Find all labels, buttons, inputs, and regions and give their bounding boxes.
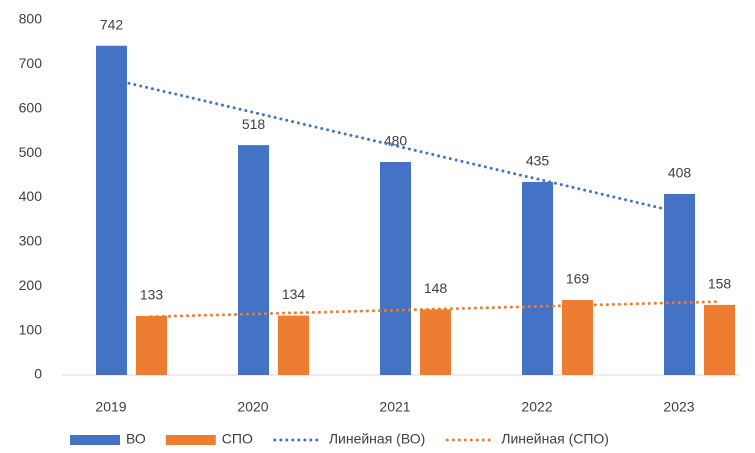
bar: [238, 145, 269, 375]
data-label: 518: [242, 116, 266, 132]
bar: [704, 304, 735, 375]
data-label: 134: [282, 286, 306, 302]
legend-swatch: [165, 435, 216, 445]
trendline: [110, 77, 681, 214]
data-label: 148: [424, 280, 448, 296]
x-tick-label: 2019: [95, 399, 126, 415]
x-tick-label: 2020: [237, 399, 268, 415]
trendline: [150, 300, 721, 319]
y-tick-label: 400: [19, 188, 43, 204]
data-label: 480: [384, 133, 408, 149]
y-tick-label: 800: [19, 11, 43, 27]
data-label: 158: [708, 276, 732, 292]
y-tick-label: 100: [19, 321, 43, 337]
bar: [664, 193, 695, 375]
x-tick-label: 2022: [521, 399, 552, 415]
y-tick-label: 700: [19, 55, 43, 71]
legend-label: ВО: [126, 431, 146, 447]
bar: [522, 181, 553, 375]
data-label: 435: [526, 153, 550, 169]
legend-swatch: [70, 435, 120, 445]
y-tick-label: 300: [19, 233, 43, 249]
bar: [562, 300, 593, 375]
legend-label: СПО: [222, 431, 253, 447]
legend-label: Линейная (СПО): [501, 431, 609, 447]
data-label: 742: [100, 16, 124, 32]
data-label: 133: [140, 287, 164, 303]
data-label: 408: [668, 165, 692, 181]
x-tick-label: 2021: [379, 399, 410, 415]
x-tick-label: 2023: [663, 399, 694, 415]
bar: [96, 45, 127, 376]
y-tick-label: 600: [19, 99, 43, 115]
bar: [278, 315, 309, 375]
bar: [420, 309, 451, 375]
legend-label: Линейная (ВО): [329, 431, 425, 447]
y-tick-label: 500: [19, 144, 43, 160]
y-tick-label: 200: [19, 277, 43, 293]
data-label: 169: [566, 271, 590, 287]
y-tick-label: 0: [34, 366, 42, 382]
bar: [380, 162, 411, 375]
bar: [136, 315, 167, 375]
